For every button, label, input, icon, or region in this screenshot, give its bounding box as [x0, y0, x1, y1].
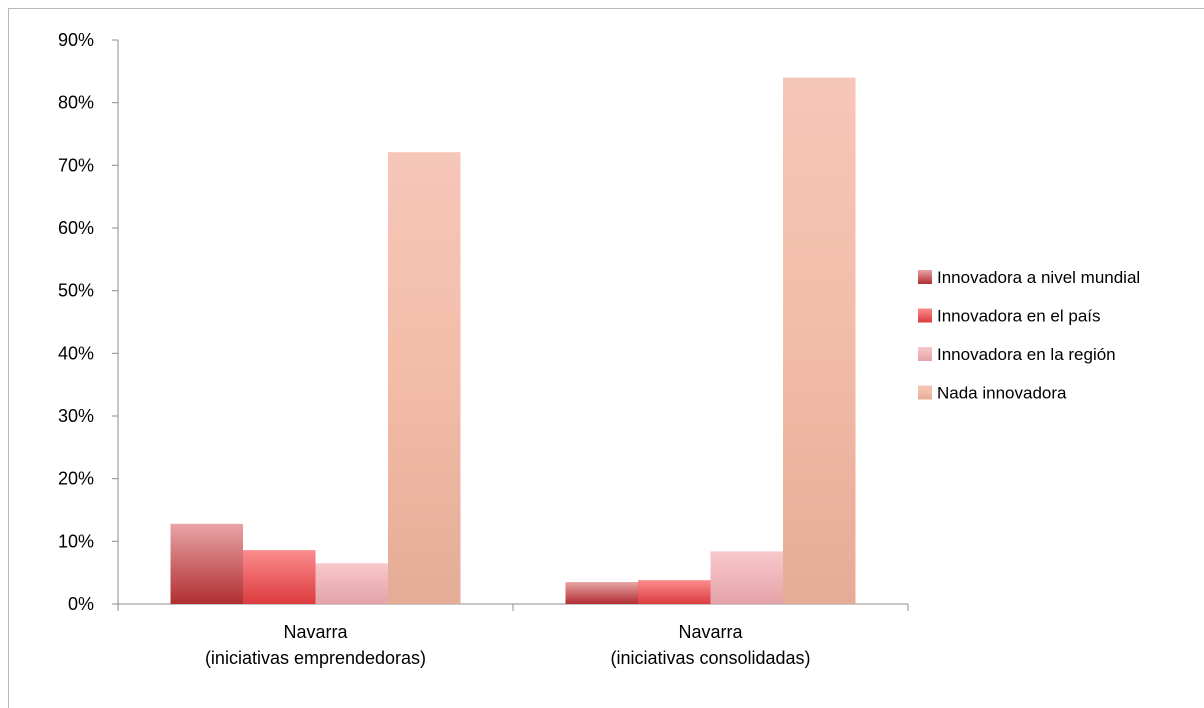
legend-label: Innovadora a nivel mundial — [937, 268, 1140, 287]
legend-swatch — [918, 270, 932, 284]
legend-swatch — [918, 308, 932, 323]
bar-1-1 — [170, 523, 243, 604]
y-tick-label: 60% — [58, 218, 94, 238]
y-tick-label: 70% — [58, 155, 94, 175]
x-category-label: Navarra — [678, 622, 743, 642]
legend: Innovadora a nivel mundial Innovadora en … — [918, 268, 1140, 403]
y-tick-label: 80% — [58, 93, 94, 113]
bar-1-2 — [243, 550, 316, 604]
y-tick-label: 40% — [58, 343, 94, 363]
bar-1-3 — [315, 563, 388, 604]
y-tick-label: 20% — [58, 469, 94, 489]
bar-2-2 — [638, 580, 711, 604]
x-category-label: (iniciativas consolidadas) — [610, 648, 810, 668]
bar-1-4 — [388, 152, 461, 604]
bar-2-3 — [710, 551, 783, 604]
x-category-label: Navarra — [283, 622, 348, 642]
chart-area-frame — [8, 8, 1204, 708]
legend-label: Innovadora en el país — [937, 307, 1101, 326]
legend-label: Innovadora en la región — [937, 345, 1116, 364]
bar-2-4 — [783, 77, 856, 605]
bars — [170, 77, 856, 605]
legend-swatch — [918, 347, 932, 361]
y-tick-label: 10% — [58, 531, 94, 551]
axis-labels: 0% 10% 20% 30% 40% 50% 60% 70% 80% 90% Navarra (ini… — [58, 30, 811, 668]
y-tick-label: 90% — [58, 30, 94, 50]
y-tick-label: 30% — [58, 406, 94, 426]
bar-2-1 — [565, 582, 638, 604]
y-tick-label: 50% — [58, 281, 94, 301]
legend-swatch — [918, 385, 932, 400]
y-tick-label: 0% — [68, 594, 94, 614]
x-category-label: (iniciativas emprendedoras) — [205, 648, 426, 668]
legend-label: Nada innovadora — [937, 384, 1067, 403]
